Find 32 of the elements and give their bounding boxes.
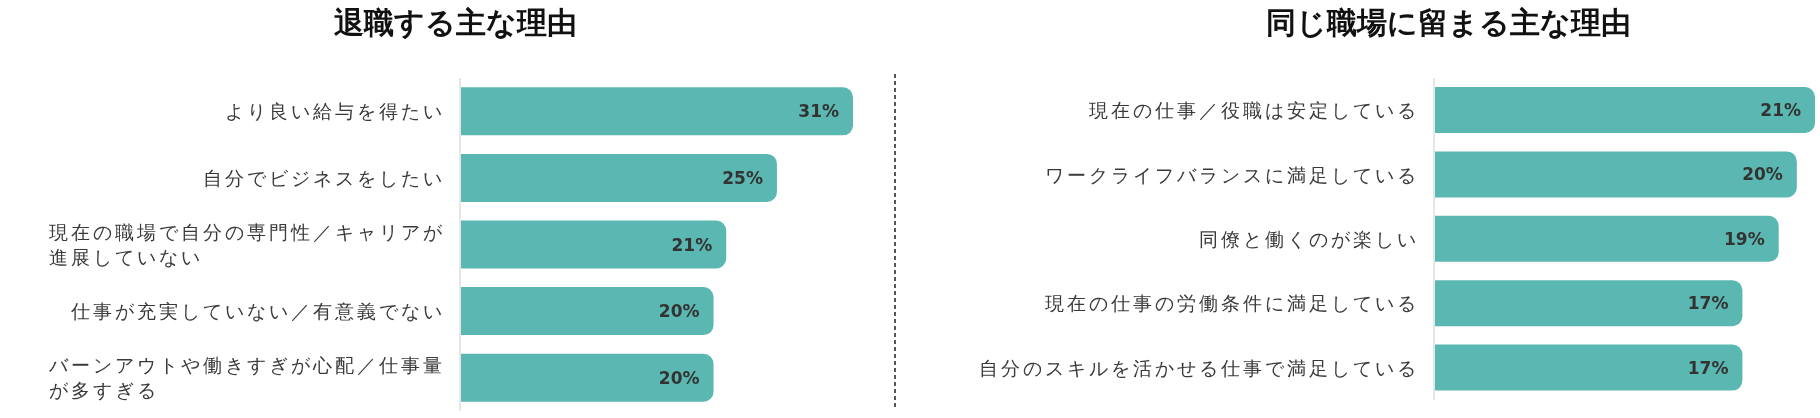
bar — [1434, 215, 1779, 262]
chart-title: 退職する主な理由 — [332, 4, 578, 42]
bar — [1434, 151, 1797, 198]
y-tick-label: 現在の職場で自分の専門性／キャリアが進展していない — [49, 221, 445, 268]
data-label: 31% — [798, 101, 839, 122]
data-label: 21% — [1760, 100, 1801, 121]
y-tick-label: 仕事が充実していない／有意義でない — [70, 300, 445, 323]
bar — [1434, 280, 1743, 327]
y-tick-label: 同僚と働くのが楽しい — [1199, 228, 1419, 250]
y-tick-label: ワークライフバランスに満足している — [1045, 163, 1419, 186]
y-tick-label: より良い給与を得たい — [225, 100, 445, 123]
y-tick-label: バーンアウトや働きすぎが心配／仕事量が多すぎる — [48, 354, 445, 402]
y-tick-label: 自分のスキルを活かせる仕事で満足している — [979, 356, 1419, 379]
bar — [460, 220, 727, 269]
bar — [460, 353, 714, 402]
chart-title: 同じ職場に留まる主な理由 — [1264, 4, 1632, 42]
y-tick-label: 自分でビジネスをしたい — [203, 166, 445, 189]
data-label: 21% — [671, 234, 713, 255]
bar — [460, 153, 777, 202]
y-tick-label: 現在の仕事の労働条件に満足している — [1045, 292, 1419, 315]
bar — [1434, 87, 1815, 134]
data-label: 17% — [1687, 293, 1729, 314]
data-label: 20% — [1742, 164, 1783, 185]
data-label: 19% — [1724, 228, 1765, 249]
data-label: 20% — [658, 367, 700, 388]
data-label: 25% — [722, 167, 763, 188]
data-label: 17% — [1687, 357, 1729, 378]
data-label: 20% — [658, 301, 700, 322]
y-tick-label: 現在の仕事／役職は安定している — [1089, 99, 1419, 122]
bar — [1434, 344, 1743, 391]
bar — [460, 287, 714, 336]
bar — [460, 87, 853, 136]
